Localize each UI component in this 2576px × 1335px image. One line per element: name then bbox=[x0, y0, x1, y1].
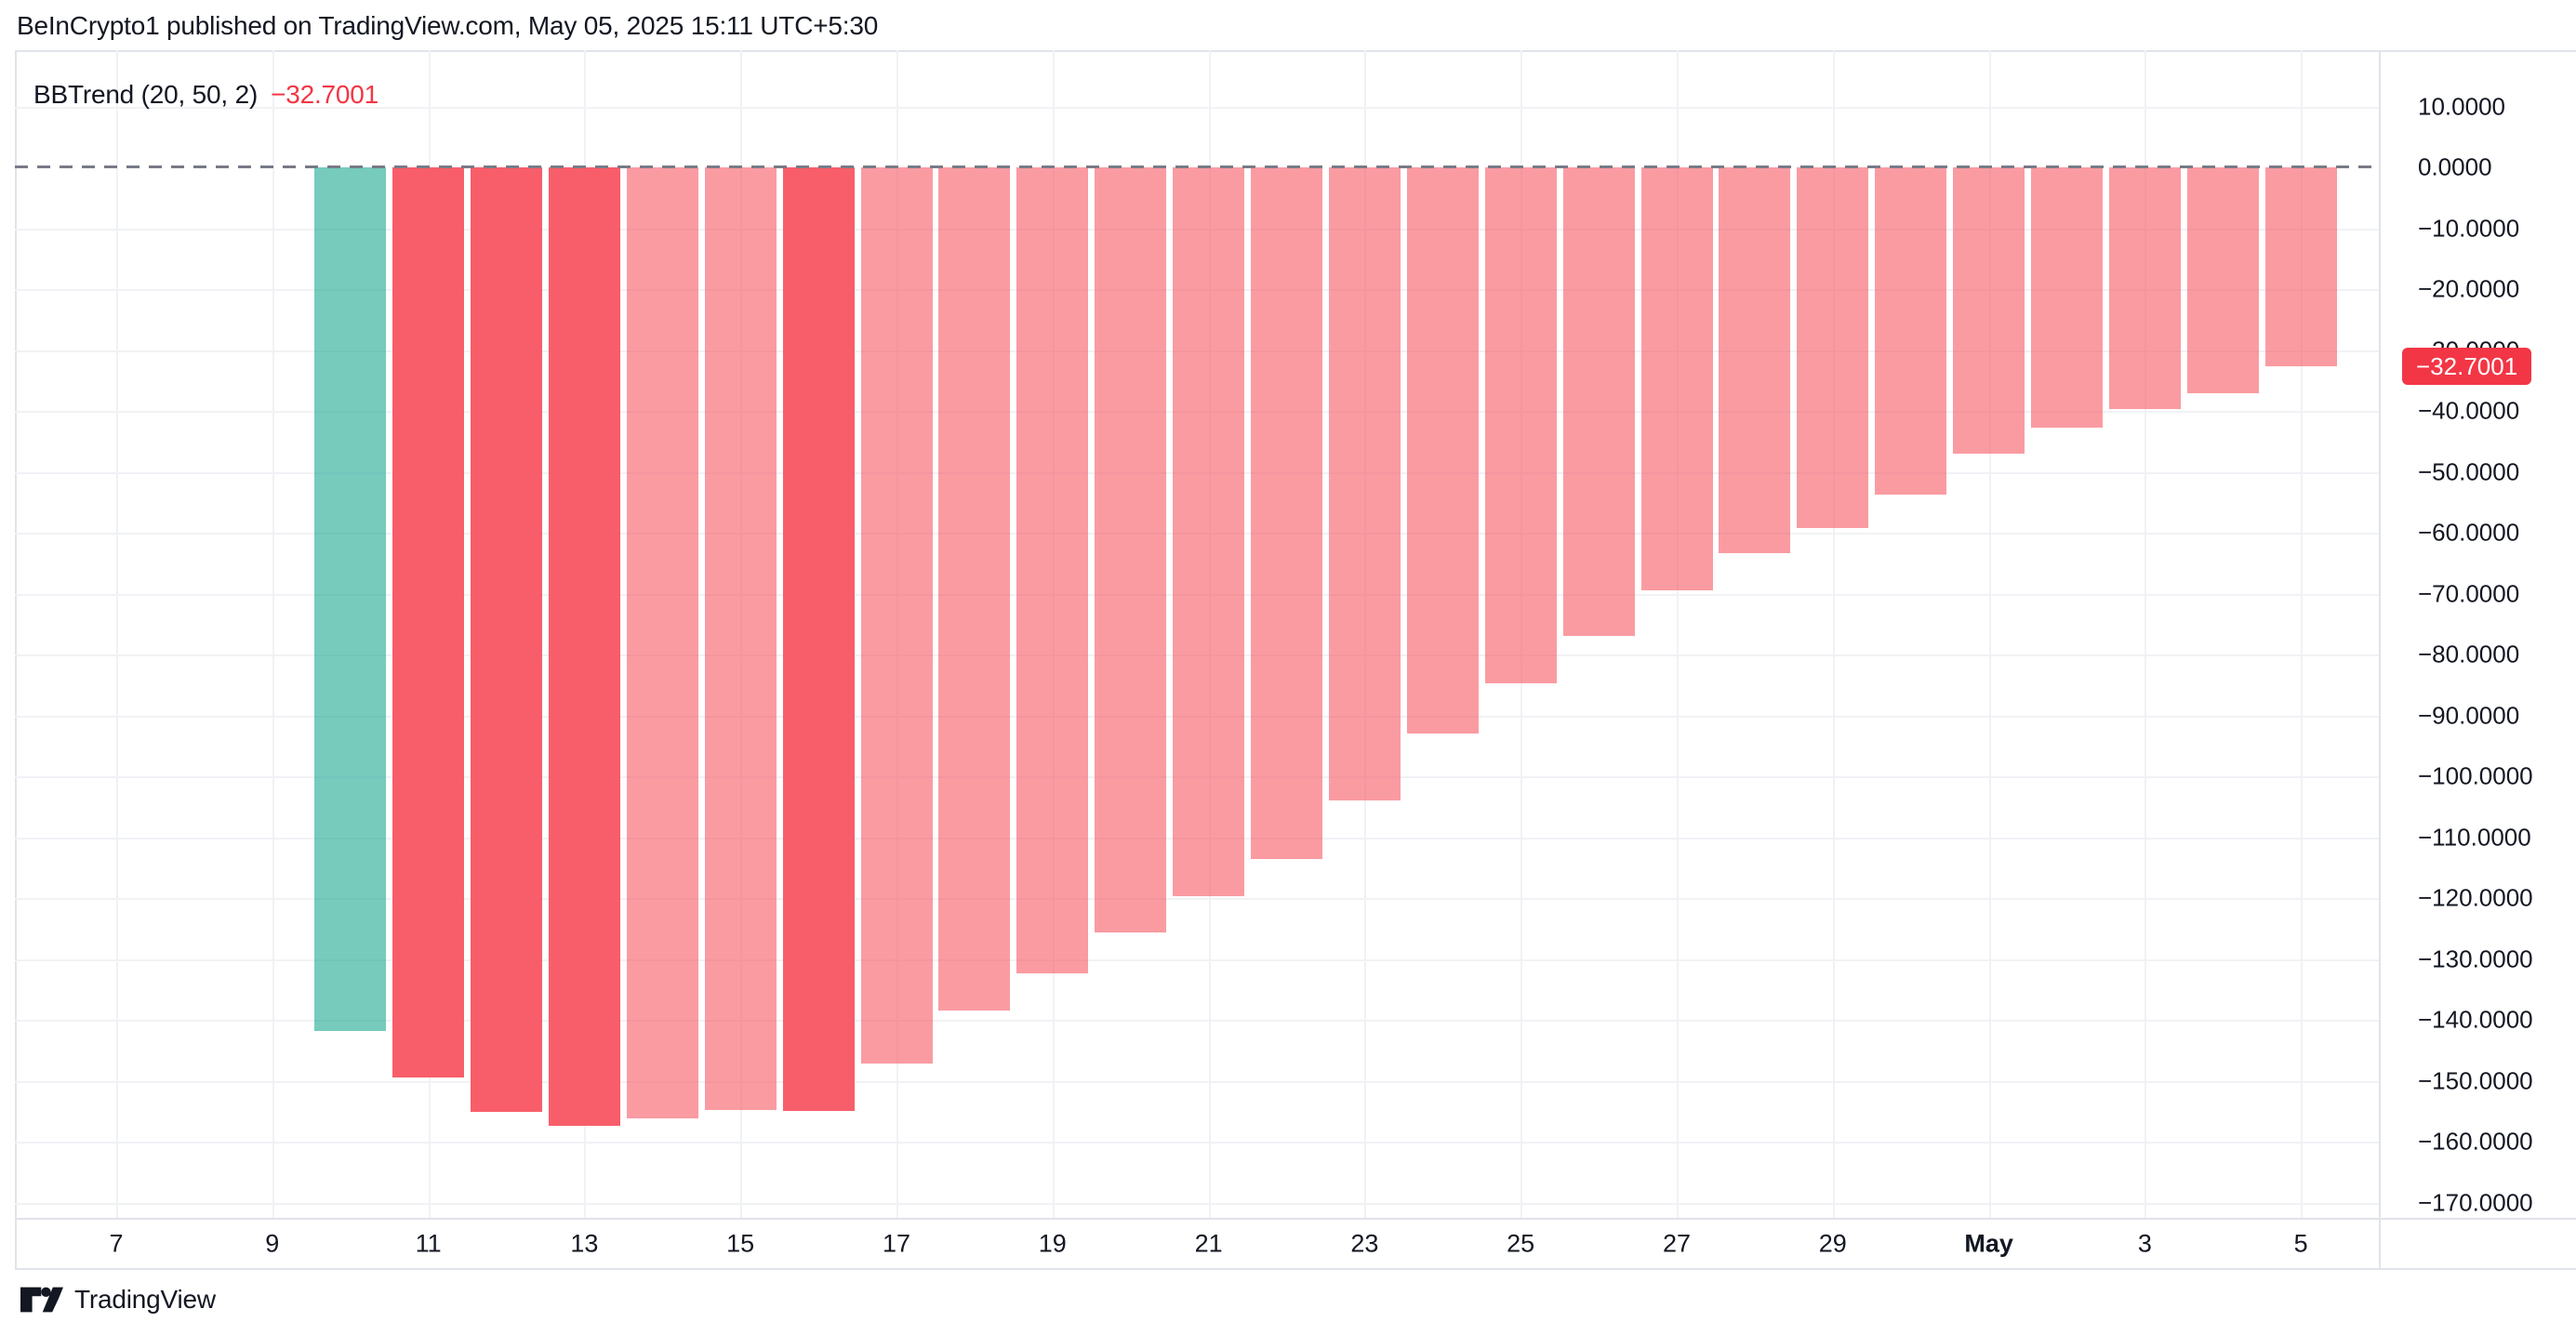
v-gridline bbox=[2301, 50, 2303, 1218]
tradingview-logo[interactable]: TradingView bbox=[20, 1283, 216, 1316]
bbtrend-bar-apr-14[interactable] bbox=[627, 167, 698, 1118]
zero-line bbox=[15, 165, 2379, 168]
bbtrend-bar-apr-27[interactable] bbox=[1641, 167, 1713, 590]
time-scale-label: 19 bbox=[1038, 1229, 1067, 1258]
time-scale-label: 25 bbox=[1507, 1229, 1535, 1258]
tradingview-logo-text: TradingView bbox=[74, 1285, 216, 1314]
v-gridline bbox=[116, 50, 118, 1218]
pane-top-border bbox=[15, 50, 2576, 52]
bbtrend-bar-may-5[interactable] bbox=[2265, 167, 2337, 366]
price-scale-label: −80.0000 bbox=[2418, 640, 2520, 668]
last-value-badge: −32.7001 bbox=[2402, 348, 2532, 385]
time-scale-label: 17 bbox=[882, 1229, 911, 1258]
time-scale-label: 3 bbox=[2137, 1229, 2152, 1258]
price-scale-label: −50.0000 bbox=[2418, 457, 2520, 485]
price-scale-label: −130.0000 bbox=[2418, 945, 2533, 972]
v-gridline bbox=[272, 50, 274, 1218]
bbtrend-bar-apr-29[interactable] bbox=[1797, 167, 1868, 528]
bbtrend-bar-may-4[interactable] bbox=[2187, 167, 2259, 393]
price-scale-label: −40.0000 bbox=[2418, 396, 2520, 425]
bbtrend-bar-apr-12[interactable] bbox=[471, 167, 542, 1112]
price-scale-label: −100.0000 bbox=[2418, 761, 2533, 790]
h-gridline bbox=[15, 898, 2379, 900]
bbtrend-bar-may-2[interactable] bbox=[2031, 167, 2103, 428]
bbtrend-bar-apr-25[interactable] bbox=[1485, 167, 1557, 683]
timescale-bottom-border bbox=[15, 1268, 2576, 1270]
time-scale-label: 13 bbox=[570, 1229, 599, 1258]
bbtrend-bar-apr-11[interactable] bbox=[392, 167, 464, 1077]
price-scale-label: 0.0000 bbox=[2418, 152, 2492, 181]
bbtrend-bar-apr-10[interactable] bbox=[314, 167, 386, 1031]
time-scale-label: May bbox=[1964, 1229, 2013, 1258]
h-gridline bbox=[15, 959, 2379, 961]
v-gridline bbox=[1677, 50, 1679, 1218]
price-scale-label: −10.0000 bbox=[2418, 214, 2520, 242]
price-scale-label: −90.0000 bbox=[2418, 701, 2520, 729]
v-gridline bbox=[2144, 50, 2146, 1218]
attribution-text: BeInCrypto1 published on TradingView.com… bbox=[17, 11, 879, 40]
price-scale-label: −150.0000 bbox=[2418, 1066, 2533, 1094]
bbtrend-bar-apr-30[interactable] bbox=[1875, 167, 1946, 495]
time-scale-label: 23 bbox=[1350, 1229, 1379, 1258]
bbtrend-bar-apr-17[interactable] bbox=[861, 167, 933, 1064]
time-scale-label: 9 bbox=[265, 1229, 280, 1258]
price-scale-label: −20.0000 bbox=[2418, 274, 2520, 303]
bbtrend-bar-apr-16[interactable] bbox=[783, 167, 855, 1111]
tradingview-logo-icon bbox=[20, 1287, 63, 1313]
bbtrend-bar-may-3[interactable] bbox=[2109, 167, 2181, 409]
bbtrend-bar-apr-28[interactable] bbox=[1719, 167, 1790, 553]
indicator-legend[interactable]: BBTrend (20, 50, 2) −32.7001 bbox=[33, 80, 378, 110]
bbtrend-bar-apr-20[interactable] bbox=[1095, 167, 1166, 932]
bbtrend-bar-apr-19[interactable] bbox=[1016, 167, 1088, 973]
h-gridline bbox=[15, 1142, 2379, 1143]
bbtrend-bar-apr-22[interactable] bbox=[1251, 167, 1322, 859]
bbtrend-bar-apr-23[interactable] bbox=[1329, 167, 1401, 800]
price-scale-label: −70.0000 bbox=[2418, 579, 2520, 607]
bbtrend-bar-apr-21[interactable] bbox=[1173, 167, 1244, 896]
price-scale-label: −120.0000 bbox=[2418, 883, 2533, 912]
plot-bottom-border bbox=[15, 1218, 2576, 1220]
time-scale-label: 27 bbox=[1662, 1229, 1692, 1258]
v-gridline bbox=[1989, 50, 1991, 1218]
bbtrend-bar-apr-24[interactable] bbox=[1407, 167, 1479, 734]
time-scale-label: 5 bbox=[2293, 1229, 2308, 1258]
bbtrend-bar-may-1[interactable] bbox=[1953, 167, 2025, 454]
pane-left-border bbox=[15, 50, 17, 1269]
v-gridline bbox=[1833, 50, 1835, 1218]
price-scale-label: −60.0000 bbox=[2418, 518, 2520, 547]
time-scale-label: 21 bbox=[1194, 1229, 1223, 1258]
price-scale-label: 10.0000 bbox=[2418, 92, 2505, 120]
bbtrend-bar-apr-26[interactable] bbox=[1563, 167, 1635, 636]
indicator-title: BBTrend (20, 50, 2) bbox=[33, 80, 259, 109]
bbtrend-bar-apr-15[interactable] bbox=[705, 167, 777, 1110]
pricescale-separator bbox=[2379, 50, 2381, 1270]
time-scale-label: 29 bbox=[1818, 1229, 1847, 1258]
time-scale-label: 7 bbox=[109, 1229, 124, 1258]
time-scale-label: 15 bbox=[726, 1229, 755, 1258]
h-gridline bbox=[15, 1020, 2379, 1022]
bbtrend-bar-apr-13[interactable] bbox=[549, 167, 620, 1126]
time-scale-label: 11 bbox=[415, 1229, 442, 1258]
indicator-value: −32.7001 bbox=[271, 80, 379, 109]
bbtrend-bar-apr-18[interactable] bbox=[938, 167, 1010, 1011]
h-gridline bbox=[15, 107, 2379, 109]
h-gridline bbox=[15, 1081, 2379, 1083]
h-gridline bbox=[15, 1203, 2379, 1205]
price-scale-label: −160.0000 bbox=[2418, 1127, 2533, 1156]
price-scale-label: −140.0000 bbox=[2418, 1005, 2533, 1034]
price-scale-label: −170.0000 bbox=[2418, 1188, 2533, 1216]
price-scale-label: −110.0000 bbox=[2418, 823, 2531, 851]
